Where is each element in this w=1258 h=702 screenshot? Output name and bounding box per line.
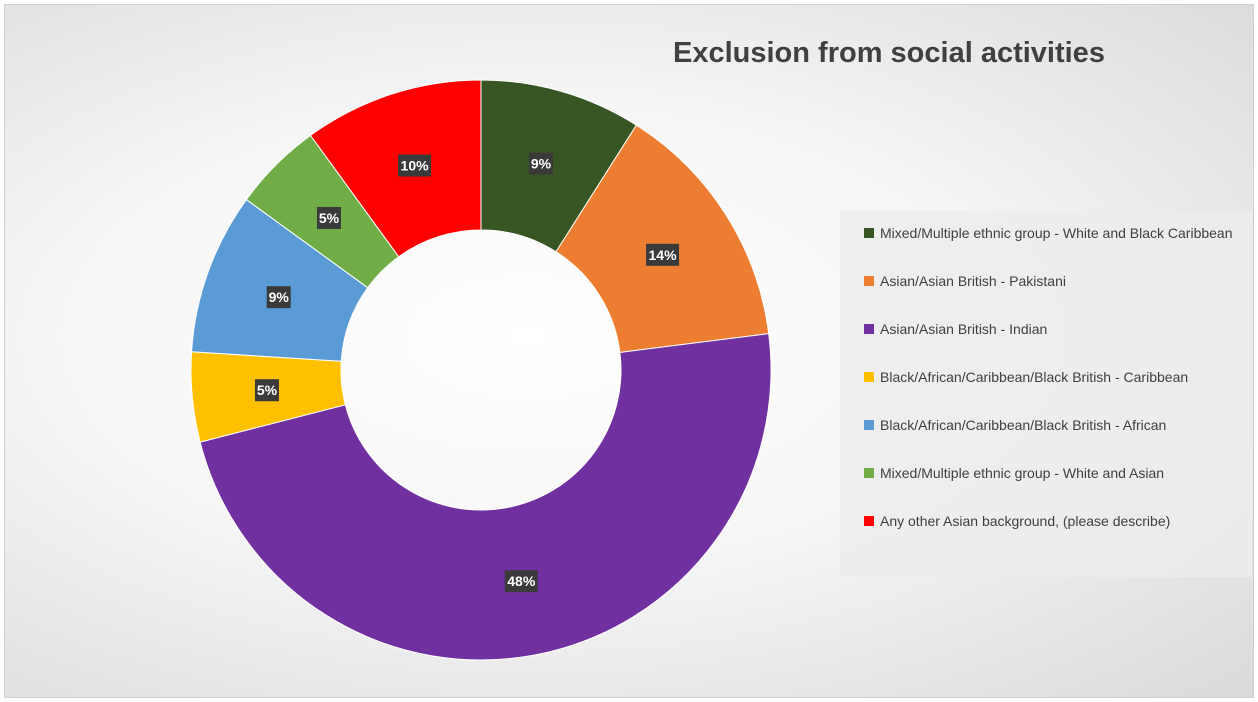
legend-swatch (864, 276, 874, 286)
data-label: 48% (504, 570, 538, 593)
legend-item: Black/African/Caribbean/Black British - … (864, 415, 1234, 436)
data-label: 14% (646, 243, 680, 266)
data-label-text: 9% (531, 156, 552, 172)
chart-title: Exclusion from social activities (673, 37, 1105, 69)
legend-item: Asian/Asian British - Indian (864, 319, 1234, 340)
legend-item: Black/African/Caribbean/Black British - … (864, 367, 1234, 388)
data-label-text: 48% (507, 573, 536, 589)
donut-slice (309, 79, 482, 258)
data-label-box (646, 243, 680, 266)
legend-swatch (864, 372, 874, 382)
legend-swatch (864, 516, 874, 526)
donut-chart: 9% 14% 48% 5% 9% 5% 10% (190, 79, 772, 661)
legend-swatch (864, 324, 874, 334)
legend-label: Mixed/Multiple ethnic group - White and … (880, 465, 1165, 481)
data-label: 10% (398, 154, 432, 177)
data-label: 9% (266, 286, 291, 309)
data-label: 5% (316, 206, 341, 229)
data-label: 5% (254, 379, 279, 402)
legend-swatch (864, 228, 874, 238)
legend-label: Mixed/Multiple ethnic group - White and … (880, 225, 1233, 241)
chart-legend: Mixed/Multiple ethnic group - White and … (840, 211, 1252, 577)
legend-swatch (864, 468, 874, 478)
data-label-box (266, 286, 291, 309)
data-label-box (528, 152, 553, 175)
data-label: 9% (528, 152, 553, 175)
data-label-text: 9% (269, 289, 290, 305)
chart-area: Exclusion from social activities 9% 14% 48… (4, 4, 1254, 698)
legend-item: Mixed/Multiple ethnic group - White and … (864, 463, 1234, 484)
legend-label: Black/African/Caribbean/Black British - … (880, 369, 1189, 385)
legend-label: Asian/Asian British - Pakistani (880, 273, 1066, 289)
data-label-box (316, 206, 341, 229)
data-label-box (398, 154, 432, 177)
data-label-text: 10% (401, 158, 430, 174)
data-label-text: 5% (319, 210, 340, 226)
legend-label: Black/African/Caribbean/Black British - … (880, 417, 1167, 433)
data-label-text: 5% (257, 382, 278, 398)
data-label-box (254, 379, 279, 402)
legend-item: Asian/Asian British - Pakistani (864, 271, 1234, 292)
donut-slice (199, 333, 772, 661)
donut-slice (555, 124, 770, 354)
legend-swatch (864, 420, 874, 430)
data-label-box (504, 570, 538, 593)
legend-label: Asian/Asian British - Indian (880, 321, 1048, 337)
data-label-text: 14% (649, 247, 678, 263)
legend-item: Any other Asian background, (please desc… (864, 511, 1234, 532)
legend-item: Mixed/Multiple ethnic group - White and … (864, 223, 1234, 244)
legend-label: Any other Asian background, (please desc… (880, 513, 1171, 529)
